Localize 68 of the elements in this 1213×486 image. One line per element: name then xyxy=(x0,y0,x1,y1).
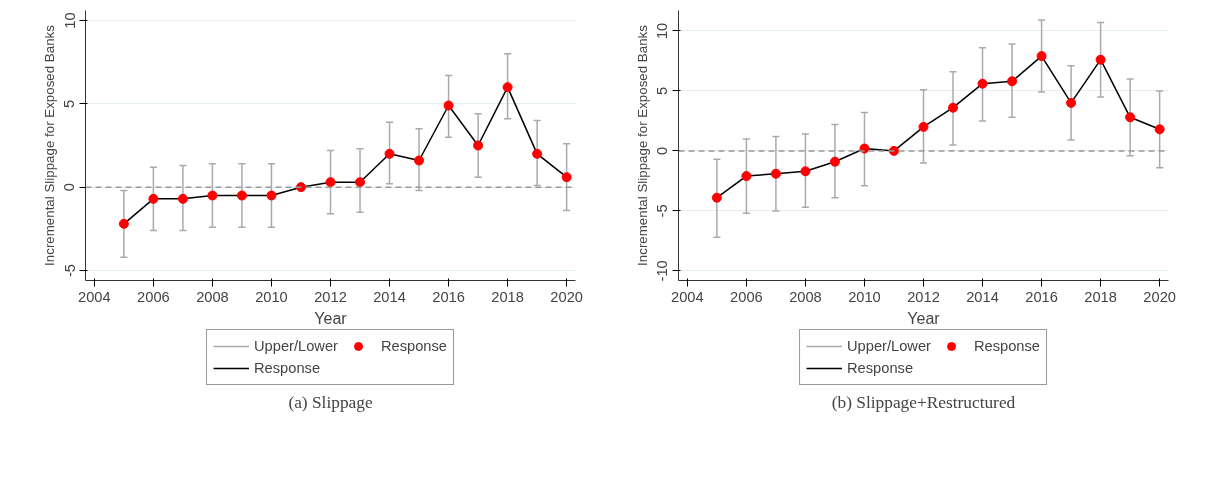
point xyxy=(414,155,425,166)
point xyxy=(1066,97,1077,108)
y-tick-label: -10 xyxy=(654,260,671,282)
x-tick-label: 2020 xyxy=(550,288,583,305)
x-tick-label: 2016 xyxy=(432,288,465,305)
y-tick-label: -5 xyxy=(654,204,671,218)
point xyxy=(1095,54,1106,65)
point xyxy=(918,121,929,132)
x-tick-label: 2008 xyxy=(789,288,822,305)
point xyxy=(325,177,336,188)
point xyxy=(977,78,988,89)
legend-label: Response xyxy=(254,360,321,376)
x-axis-title: Year xyxy=(314,309,348,327)
x-tick-label: 2014 xyxy=(966,288,999,305)
point xyxy=(948,102,959,113)
point xyxy=(502,82,513,93)
point xyxy=(118,218,129,229)
y-tick-label: -5 xyxy=(61,263,78,278)
legend-label: Response xyxy=(380,338,447,354)
point xyxy=(829,156,840,167)
text: Upper/Lower xyxy=(254,338,338,354)
x-tick-label: 2004 xyxy=(671,288,704,305)
x-tick-label: 2016 xyxy=(1025,288,1058,305)
y-tick-label: 5 xyxy=(61,99,78,108)
text: (a) Slippage xyxy=(288,392,373,412)
text: (b) Slippage+Restructured xyxy=(831,392,1016,412)
x-tick-label: 2020 xyxy=(1143,288,1176,305)
point xyxy=(1007,76,1018,87)
y-tick-label: 10 xyxy=(654,22,671,40)
x-tick-label: 2018 xyxy=(1084,288,1117,305)
y-axis-title: Incremental Slippage for Exposed Banks xyxy=(41,24,57,266)
point xyxy=(800,166,811,177)
y-tick-label: 5 xyxy=(654,86,671,95)
point xyxy=(207,190,218,201)
x-tick-label: 2014 xyxy=(373,288,406,305)
point xyxy=(1036,51,1047,62)
y-axis-title: Incremental Slippage for Exposed Banks xyxy=(634,24,650,266)
y-tick-label: 0 xyxy=(61,183,78,192)
legend-label: Response xyxy=(973,338,1040,354)
point xyxy=(266,190,277,201)
y-tick-label: 10 xyxy=(61,12,78,29)
point xyxy=(1154,124,1165,135)
point xyxy=(770,168,781,179)
x-tick-label: 2006 xyxy=(137,288,170,305)
point xyxy=(177,193,188,204)
point xyxy=(1125,112,1136,123)
point xyxy=(473,140,484,151)
x-tick-label: 2012 xyxy=(314,288,347,305)
point xyxy=(384,148,395,159)
x-tick-label: 2010 xyxy=(255,288,288,305)
point xyxy=(355,177,366,188)
x-tick-label: 2010 xyxy=(848,288,881,305)
point xyxy=(532,148,543,159)
point xyxy=(236,190,247,201)
point xyxy=(148,193,159,204)
legend-label: Response xyxy=(847,360,914,376)
text: Upper/Lower xyxy=(847,338,931,354)
point xyxy=(711,192,722,203)
x-tick-label: 2012 xyxy=(907,288,940,305)
x-axis-title: Year xyxy=(907,309,941,327)
x-tick-label: 2006 xyxy=(730,288,763,305)
point xyxy=(561,172,572,183)
x-tick-label: 2004 xyxy=(78,288,111,305)
y-tick-label: 0 xyxy=(654,146,671,155)
x-tick-label: 2008 xyxy=(196,288,229,305)
point xyxy=(443,100,454,111)
point xyxy=(741,171,752,182)
x-tick-label: 2018 xyxy=(491,288,524,305)
